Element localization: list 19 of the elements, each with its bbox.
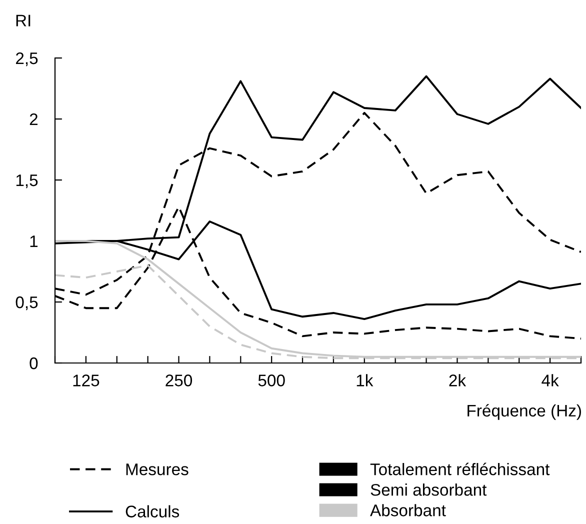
y-tick-label: 0 — [30, 357, 38, 370]
y-tick-label: 1 — [30, 236, 38, 248]
x-axis-title: Fréquence (Hz) — [468, 404, 581, 420]
y-tick-label: 2 — [30, 113, 38, 126]
x-tick-label: 500 — [258, 374, 285, 386]
y-axis-title: RI — [16, 14, 30, 26]
text: Calculs — [126, 505, 180, 518]
text: Mesures — [126, 464, 188, 476]
y-tick-label: 0,5 — [16, 296, 38, 310]
y-tick-label: 1,5 — [16, 174, 38, 188]
legend-label: Semi absorbant — [370, 484, 487, 496]
x-tick-label: 4k — [542, 374, 559, 386]
legend-label: Totalement réfléchissant — [370, 462, 550, 476]
x-tick-label: 2k — [449, 374, 466, 386]
x-tick-label: 125 — [73, 374, 100, 386]
x-tick-label: 250 — [166, 374, 192, 386]
legend-label: Absorbant — [370, 504, 446, 516]
y-tick-label: 2,5 — [16, 52, 38, 66]
x-tick-label: 1k — [356, 374, 374, 386]
